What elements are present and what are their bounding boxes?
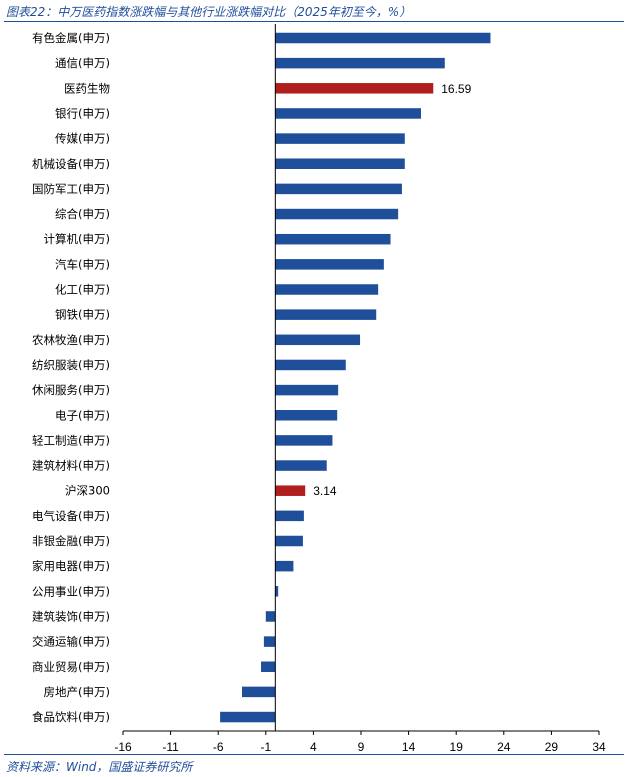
source-divider (4, 754, 624, 755)
bar-20 (275, 536, 303, 547)
x-tick-label-1: -11 (162, 740, 179, 754)
category-label-9: 汽车(申万) (55, 257, 110, 271)
bar-26 (242, 687, 275, 698)
bar-17 (275, 460, 326, 471)
category-label-3: 银行(申万) (55, 106, 110, 120)
bar-2 (275, 83, 433, 94)
category-label-25: 商业贸易(申万) (32, 660, 110, 674)
bar-25 (261, 662, 275, 673)
bar-13 (275, 360, 345, 371)
x-tick-label-3: -1 (260, 740, 271, 754)
category-label-14: 休闲服务(申万) (32, 383, 110, 397)
bar-27 (220, 712, 275, 723)
category-label-23: 建筑装饰(申万) (32, 609, 110, 623)
x-tick-label-6: 14 (402, 740, 416, 754)
category-label-21: 家用电器(申万) (32, 559, 110, 573)
bar-7 (275, 209, 398, 220)
bar-16 (275, 435, 332, 446)
category-label-6: 国防军工(申万) (32, 182, 110, 196)
bar-1 (275, 58, 444, 69)
category-label-10: 化工(申万) (55, 283, 110, 297)
bar-21 (275, 561, 293, 572)
category-label-4: 传媒(申万) (55, 132, 110, 146)
bar-8 (275, 234, 390, 245)
bar-5 (275, 159, 404, 170)
category-label-2: 医药生物 (64, 81, 110, 95)
bar-23 (266, 611, 276, 622)
bar-0 (275, 33, 490, 44)
bar-4 (275, 133, 404, 144)
x-tick-label-7: 19 (450, 740, 464, 754)
bar-19 (275, 511, 304, 521)
category-label-26: 房地产(申万) (44, 685, 110, 699)
x-tick-label-10: 34 (592, 740, 606, 754)
bar-9 (275, 259, 384, 270)
x-tick-label-2: -6 (213, 740, 224, 754)
data-label-0: 16.59 (441, 82, 471, 96)
category-label-16: 轻工制造(申万) (32, 433, 110, 447)
category-label-22: 公用事业(申万) (32, 584, 110, 598)
bar-15 (275, 410, 337, 421)
data-label-1: 3.14 (313, 484, 337, 498)
bar-3 (275, 108, 421, 119)
category-label-12: 农林牧渔(申万) (32, 333, 110, 347)
category-label-7: 综合(申万) (55, 207, 110, 221)
bar-10 (275, 284, 378, 295)
bar-6 (275, 184, 402, 195)
category-label-13: 纺织服装(申万) (32, 358, 110, 372)
source-note: 资料来源：Wind，国盛证券研究所 (6, 758, 192, 775)
category-label-11: 钢铁(申万) (55, 308, 110, 322)
category-label-1: 通信(申万) (55, 56, 110, 70)
category-label-19: 电气设备(申万) (32, 509, 110, 523)
x-tick-label-5: 9 (358, 740, 365, 754)
x-tick-label-8: 24 (497, 740, 511, 754)
bar-11 (275, 309, 376, 320)
category-label-24: 交通运输(申万) (32, 635, 110, 649)
category-label-27: 食品饮料(申万) (32, 710, 110, 724)
category-label-20: 非银金融(申万) (32, 534, 110, 548)
x-tick-label-9: 29 (545, 740, 559, 754)
bar-14 (275, 385, 338, 396)
category-label-15: 电子(申万) (55, 408, 110, 422)
bar-12 (275, 335, 360, 346)
category-label-5: 机械设备(申万) (32, 157, 110, 171)
bar-24 (264, 636, 275, 647)
category-label-17: 建筑材料(申万) (32, 459, 110, 473)
category-label-18: 沪深300 (65, 484, 110, 498)
category-label-8: 计算机(申万) (44, 232, 110, 246)
x-tick-label-4: 4 (310, 740, 317, 754)
bar-18 (275, 485, 305, 496)
bars-group (220, 33, 490, 723)
category-label-0: 有色金属(申万) (32, 31, 110, 45)
x-tick-label-0: -16 (114, 740, 132, 754)
